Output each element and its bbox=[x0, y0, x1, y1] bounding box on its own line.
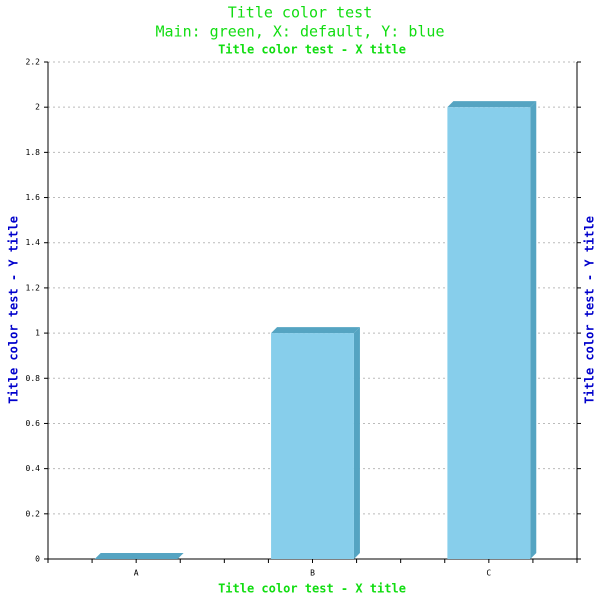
bar bbox=[447, 107, 531, 559]
y-tick-label: 1.4 bbox=[26, 238, 41, 247]
bar-top bbox=[271, 327, 360, 334]
y-tick-label: 1 bbox=[35, 329, 40, 338]
x-axis-title: Title color test - X title bbox=[218, 582, 406, 596]
y-axis-title-right: Title color test - Y title bbox=[583, 216, 597, 404]
bar-top bbox=[447, 101, 537, 108]
y-tick-label: 1.2 bbox=[26, 283, 41, 292]
y-tick-label: 1.8 bbox=[26, 148, 41, 157]
bar-side bbox=[530, 101, 537, 559]
y-tick-label: 0.6 bbox=[26, 419, 41, 428]
y-tick-label: 2.2 bbox=[26, 58, 41, 67]
y-tick-label: 0 bbox=[35, 555, 40, 564]
y-tick-label: 0.8 bbox=[26, 374, 41, 383]
y-tick-label: 0.4 bbox=[26, 464, 41, 473]
y-axis-title: Title color test - Y title bbox=[7, 216, 21, 404]
x-tick-label: A bbox=[134, 569, 139, 578]
bar-side bbox=[353, 327, 360, 559]
y-tick-label: 0.2 bbox=[26, 509, 41, 518]
bar-top bbox=[94, 553, 184, 559]
x-tick-label: C bbox=[486, 569, 491, 578]
chart-subtitle: Main: green, X: default, Y: blue bbox=[156, 23, 445, 41]
y-tick-label: 1.6 bbox=[26, 193, 41, 202]
x-tick-label: B bbox=[310, 569, 315, 578]
y-tick-label: 2 bbox=[35, 103, 40, 112]
chart-title: Title color test bbox=[228, 4, 373, 22]
bar bbox=[271, 333, 354, 559]
x-axis-title-top: Title color test - X title bbox=[218, 43, 406, 57]
